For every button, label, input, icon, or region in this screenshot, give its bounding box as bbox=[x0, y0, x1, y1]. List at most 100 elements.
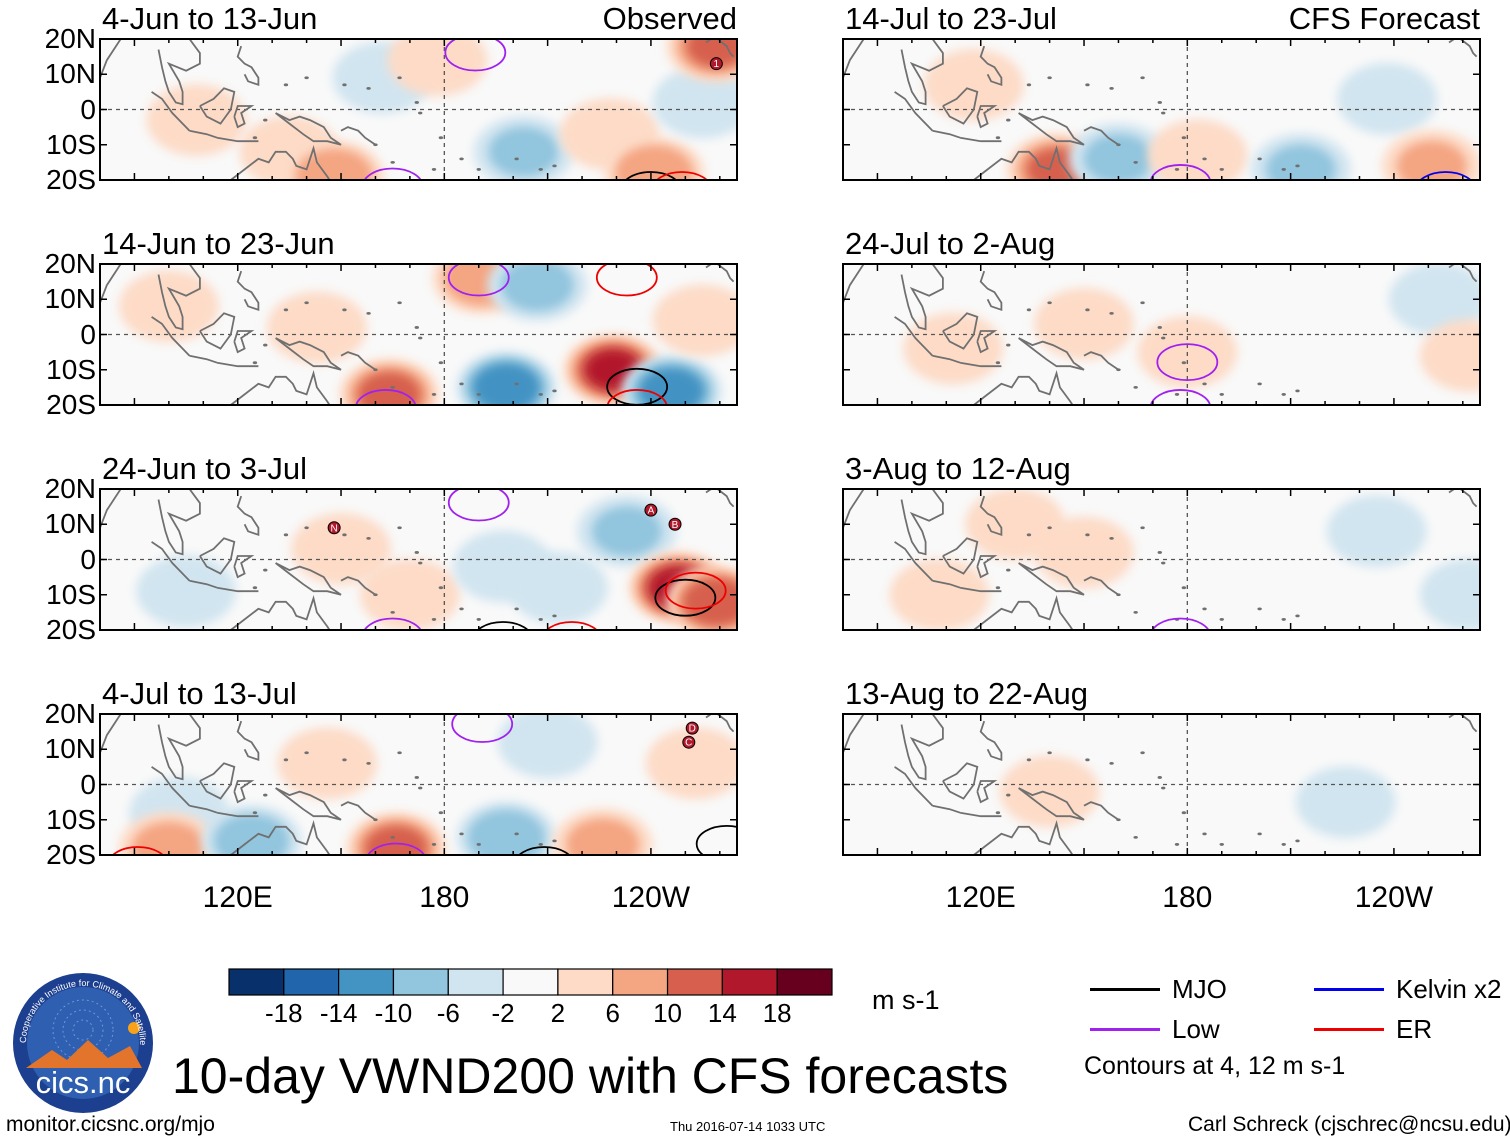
island bbox=[438, 361, 444, 365]
y-tick-label: 0 bbox=[80, 93, 96, 125]
legend-label: Low bbox=[1172, 1014, 1220, 1044]
coastline bbox=[216, 361, 259, 368]
y-tick-label: 10N bbox=[44, 733, 96, 765]
colorbar-label: -6 bbox=[436, 998, 460, 1028]
island bbox=[552, 839, 557, 843]
map-panel bbox=[842, 38, 1481, 181]
island bbox=[514, 157, 519, 161]
contour-low bbox=[444, 39, 507, 72]
y-tick-label: 0 bbox=[80, 318, 96, 350]
contour-low bbox=[1156, 343, 1219, 382]
island bbox=[414, 326, 419, 329]
anomaly-contour bbox=[136, 555, 237, 628]
coastline bbox=[900, 714, 944, 781]
coastline bbox=[705, 714, 713, 719]
island bbox=[390, 160, 395, 164]
island bbox=[283, 533, 289, 537]
island bbox=[1109, 86, 1114, 90]
anomaly-contour bbox=[497, 714, 598, 779]
island bbox=[1133, 160, 1138, 164]
storm-marker bbox=[685, 721, 699, 735]
colorbar-swatch bbox=[392, 968, 449, 996]
coastline bbox=[1132, 629, 1134, 630]
colorbar-swatch bbox=[228, 968, 285, 996]
coastline bbox=[189, 354, 218, 364]
island bbox=[397, 76, 402, 80]
island bbox=[1116, 143, 1121, 147]
contour-er bbox=[111, 846, 165, 855]
island bbox=[1220, 857, 1224, 860]
island bbox=[538, 618, 543, 621]
coastline bbox=[959, 361, 1002, 368]
y-tick-label: 20S bbox=[46, 614, 96, 645]
map-panel: CD bbox=[99, 713, 738, 856]
island bbox=[1047, 526, 1052, 530]
island bbox=[1202, 607, 1207, 611]
coastline bbox=[894, 316, 934, 357]
anomaly-contour bbox=[359, 558, 460, 630]
legend-line-mjo bbox=[1090, 988, 1160, 991]
x-tick-label: 180 bbox=[419, 881, 470, 914]
legend-label: Kelvin x2 bbox=[1396, 974, 1502, 1004]
legend-line-low bbox=[1090, 1028, 1160, 1031]
colorbar-swatch bbox=[721, 968, 778, 996]
contour-low bbox=[451, 714, 514, 743]
island bbox=[414, 551, 419, 554]
island bbox=[552, 389, 557, 393]
island bbox=[476, 393, 481, 396]
island bbox=[418, 561, 423, 565]
island bbox=[263, 568, 268, 572]
island bbox=[995, 811, 1001, 815]
coastline bbox=[216, 145, 331, 180]
anomaly-contour bbox=[638, 367, 705, 405]
y-tick-label: 10S bbox=[46, 353, 96, 385]
coastline bbox=[979, 720, 1003, 762]
map-panel: 1 bbox=[99, 38, 738, 181]
island bbox=[514, 832, 519, 836]
anomaly-contour bbox=[566, 818, 640, 855]
island bbox=[1109, 311, 1114, 315]
island bbox=[431, 843, 437, 846]
island bbox=[263, 343, 268, 347]
island bbox=[1047, 301, 1052, 305]
island bbox=[418, 336, 423, 340]
island bbox=[1220, 632, 1224, 635]
contour-mjo bbox=[517, 846, 571, 855]
coastline bbox=[199, 762, 236, 800]
anomaly-contour bbox=[1265, 144, 1336, 180]
coastline bbox=[1018, 787, 1085, 821]
y-tick-label: 20S bbox=[46, 839, 96, 870]
coastline bbox=[199, 312, 236, 350]
coastline bbox=[1018, 337, 1085, 371]
anomaly-contour bbox=[652, 66, 737, 139]
island bbox=[1161, 336, 1166, 340]
island bbox=[397, 526, 402, 530]
y-tick-label: 10N bbox=[44, 58, 96, 90]
contour-low bbox=[1149, 389, 1211, 405]
y-tick-label: 10S bbox=[46, 578, 96, 610]
island bbox=[477, 632, 481, 635]
coastline bbox=[959, 820, 1074, 855]
island bbox=[552, 164, 557, 168]
footer-url: monitor.cicsnc.org/mjo bbox=[6, 1113, 215, 1136]
coastline bbox=[843, 489, 865, 529]
y-tick-label: 10N bbox=[44, 508, 96, 540]
colorbar-label: -2 bbox=[491, 998, 515, 1028]
coastline bbox=[942, 312, 979, 350]
anomaly-contour bbox=[1396, 140, 1467, 180]
anomaly-contour bbox=[467, 809, 546, 855]
island bbox=[390, 610, 395, 614]
anomaly-contour bbox=[266, 291, 367, 364]
anomaly-contour bbox=[682, 577, 737, 627]
island bbox=[1140, 76, 1145, 80]
coastline bbox=[843, 39, 865, 79]
island bbox=[1157, 101, 1162, 104]
colorbar-swatch bbox=[666, 968, 723, 996]
island bbox=[431, 618, 437, 621]
colorbar-label: 6 bbox=[605, 998, 620, 1028]
coastline bbox=[216, 370, 331, 405]
contour-mjo bbox=[654, 578, 717, 617]
coastline bbox=[189, 129, 218, 139]
anomaly-contour bbox=[1388, 264, 1480, 336]
coastline bbox=[959, 136, 1002, 143]
